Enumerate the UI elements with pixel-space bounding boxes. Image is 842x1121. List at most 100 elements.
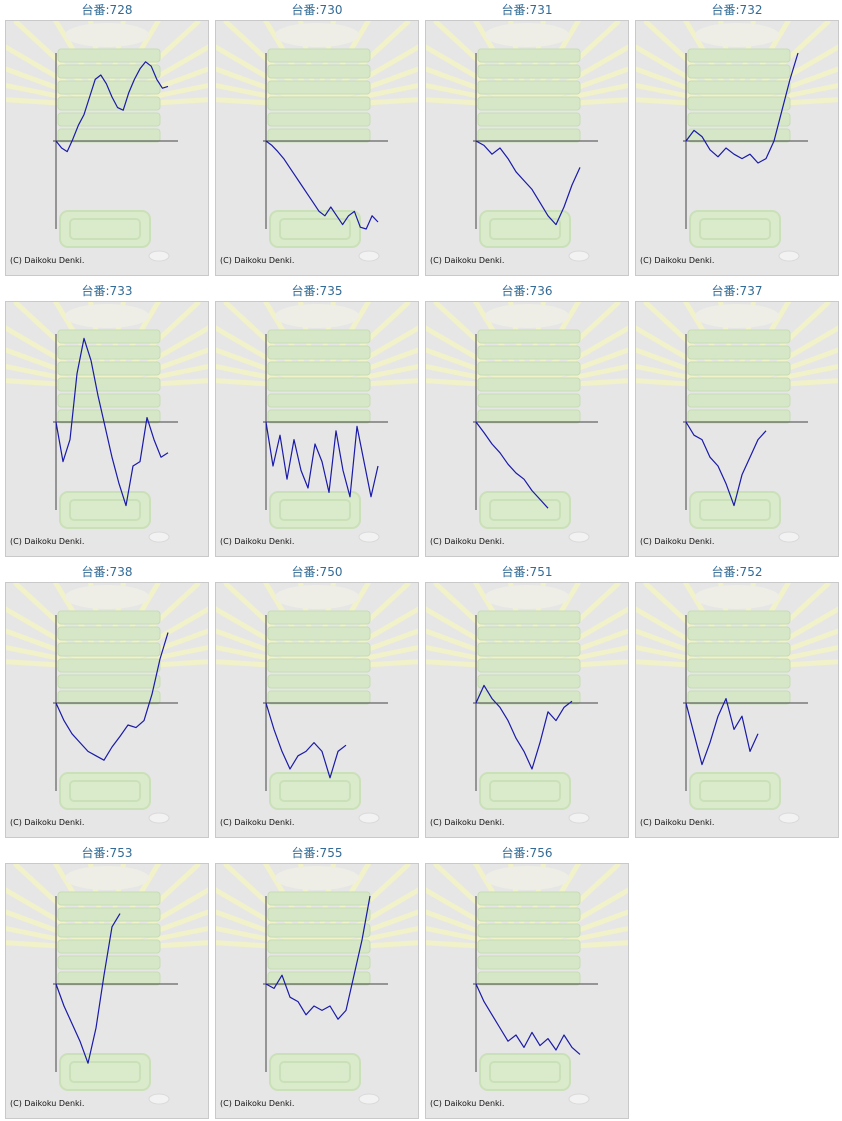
chart-title: 台番:738 [81, 565, 133, 579]
chart-title: 台番:728 [81, 3, 133, 17]
chart-panel: (C) Daikoku Denki. [635, 20, 839, 276]
series-line [265, 140, 379, 230]
copyright-text: (C) Daikoku Denki. [220, 256, 295, 265]
chart-svg [6, 583, 208, 824]
chart-panel: (C) Daikoku Denki. [215, 301, 419, 557]
copyright-text: (C) Daikoku Denki. [220, 818, 295, 827]
background-art [636, 302, 838, 543]
chart-svg [426, 864, 628, 1105]
chart-title: 台番:735 [291, 284, 343, 298]
chart-svg [6, 864, 208, 1105]
chart-panel: (C) Daikoku Denki. [5, 863, 209, 1119]
chart-svg [216, 864, 418, 1105]
chart-svg [216, 302, 418, 543]
chart-svg [426, 583, 628, 824]
copyright-text: (C) Daikoku Denki. [640, 537, 715, 546]
chart-title: 台番:755 [291, 846, 343, 860]
series-line [55, 913, 121, 1064]
chart-title: 台番:753 [81, 846, 133, 860]
chart-panel: (C) Daikoku Denki. [5, 301, 209, 557]
background-art [6, 302, 208, 543]
series-line [475, 983, 581, 1055]
copyright-text: (C) Daikoku Denki. [640, 818, 715, 827]
chart-panel: (C) Daikoku Denki. [5, 20, 209, 276]
background-art [6, 21, 208, 262]
chart-card: 台番:738 (C) Daikoku Denki. [5, 564, 209, 840]
chart-title: 台番:736 [501, 284, 553, 298]
chart-title: 台番:750 [291, 565, 343, 579]
chart-svg [6, 302, 208, 543]
series-line [55, 632, 169, 761]
copyright-text: (C) Daikoku Denki. [430, 256, 505, 265]
copyright-text: (C) Daikoku Denki. [430, 818, 505, 827]
background-art [426, 864, 628, 1105]
background-art [426, 302, 628, 543]
chart-svg [426, 21, 628, 262]
chart-panel: (C) Daikoku Denki. [215, 20, 419, 276]
copyright-text: (C) Daikoku Denki. [640, 256, 715, 265]
copyright-text: (C) Daikoku Denki. [220, 1099, 295, 1108]
chart-title: 台番:756 [501, 846, 553, 860]
chart-panel: (C) Daikoku Denki. [5, 582, 209, 838]
chart-panel: (C) Daikoku Denki. [425, 863, 629, 1119]
chart-card: 台番:735 (C) Daikoku Denki. [215, 283, 419, 559]
chart-title: 台番:730 [291, 3, 343, 17]
chart-svg [426, 302, 628, 543]
chart-card: 台番:732 (C) Daikoku Denki. [635, 2, 839, 278]
chart-svg [636, 21, 838, 262]
series-line [685, 52, 799, 164]
chart-title: 台番:731 [501, 3, 553, 17]
chart-card: 台番:733 (C) Daikoku Denki. [5, 283, 209, 559]
chart-panel: (C) Daikoku Denki. [635, 582, 839, 838]
chart-title: 台番:732 [711, 3, 763, 17]
chart-card: 台番:751 (C) Daikoku Denki. [425, 564, 629, 840]
chart-card: 台番:750 (C) Daikoku Denki. [215, 564, 419, 840]
background-art [216, 583, 418, 824]
copyright-text: (C) Daikoku Denki. [430, 537, 505, 546]
chart-card: 台番:755 (C) Daikoku Denki. [215, 845, 419, 1121]
chart-panel: (C) Daikoku Denki. [635, 301, 839, 557]
copyright-text: (C) Daikoku Denki. [430, 1099, 505, 1108]
series-line [265, 895, 371, 1020]
copyright-text: (C) Daikoku Denki. [10, 537, 85, 546]
chart-title: 台番:737 [711, 284, 763, 298]
chart-svg [6, 21, 208, 262]
series-line [475, 421, 549, 509]
series-line [475, 140, 581, 226]
series-line [475, 684, 573, 770]
background-art [636, 583, 838, 824]
series-line [265, 702, 347, 779]
copyright-text: (C) Daikoku Denki. [10, 818, 85, 827]
series-line [685, 697, 759, 766]
copyright-text: (C) Daikoku Denki. [10, 1099, 85, 1108]
chart-panel: (C) Daikoku Denki. [425, 301, 629, 557]
background-art [636, 21, 838, 262]
chart-panel: (C) Daikoku Denki. [215, 582, 419, 838]
chart-card: 台番:736 (C) Daikoku Denki. [425, 283, 629, 559]
chart-card: 台番:737 (C) Daikoku Denki. [635, 283, 839, 559]
chart-panel: (C) Daikoku Denki. [425, 582, 629, 838]
chart-panel: (C) Daikoku Denki. [425, 20, 629, 276]
chart-card: 台番:731 (C) Daikoku Denki. [425, 2, 629, 278]
chart-title: 台番:752 [711, 565, 763, 579]
chart-card: 台番:730 (C) Daikoku Denki. [215, 2, 419, 278]
background-art [426, 583, 628, 824]
background-art [426, 21, 628, 262]
chart-card: 台番:756 (C) Daikoku Denki. [425, 845, 629, 1121]
background-art [216, 302, 418, 543]
series-line [685, 421, 767, 507]
chart-card: 台番:728 (C) Daikoku Denki. [5, 2, 209, 278]
chart-panel: (C) Daikoku Denki. [215, 863, 419, 1119]
series-line [55, 337, 169, 507]
chart-title: 台番:733 [81, 284, 133, 298]
background-art [216, 864, 418, 1105]
background-art [6, 864, 208, 1105]
background-art [216, 21, 418, 262]
chart-title: 台番:751 [501, 565, 553, 579]
background-art [6, 583, 208, 824]
series-line [265, 421, 379, 498]
copyright-text: (C) Daikoku Denki. [220, 537, 295, 546]
chart-card: 台番:752 (C) Daikoku Denki. [635, 564, 839, 840]
series-line [55, 61, 169, 153]
